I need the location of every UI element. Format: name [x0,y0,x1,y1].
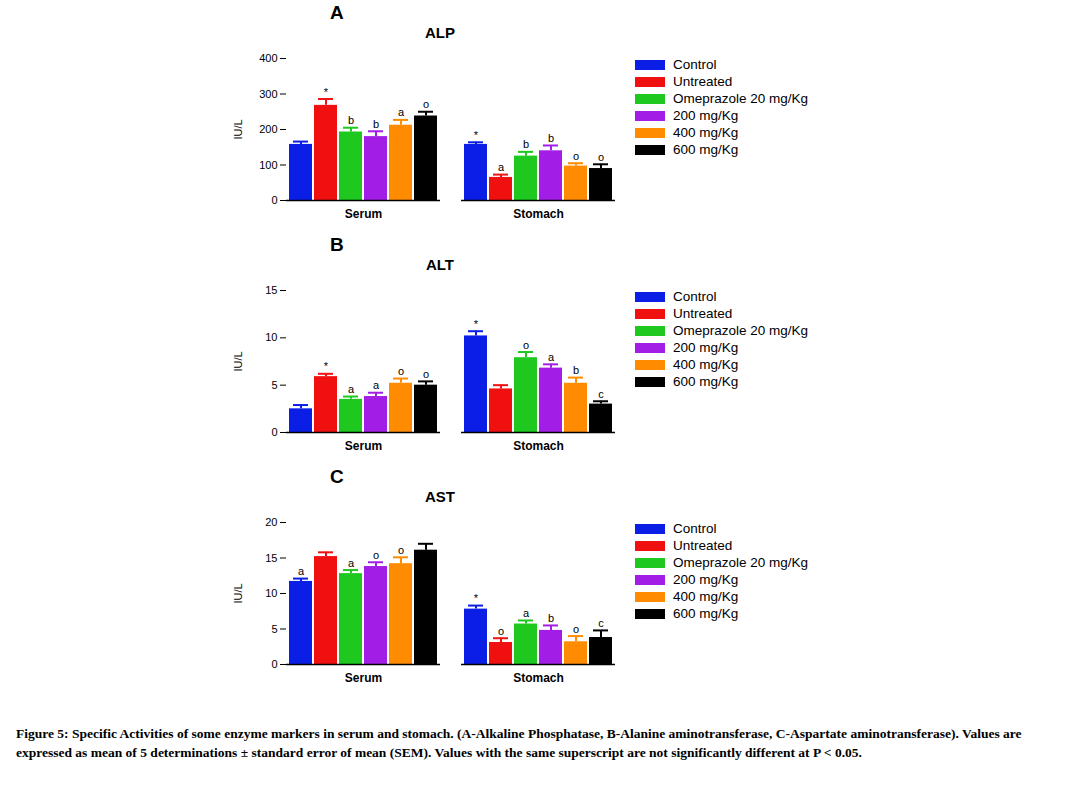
svg-text:20: 20 [265,516,277,528]
svg-text:Stomach: Stomach [513,671,564,685]
svg-text:Serum: Serum [345,671,382,685]
svg-text:10: 10 [265,587,277,599]
svg-text:o: o [373,549,379,561]
html-text:Figure 5: Specific Activities: Figure 5: Specific Activities of some en… [16,726,1022,760]
html-text:C: C [330,466,344,487]
svg-text:o: o [573,150,579,162]
svg-text:400: 400 [259,52,277,64]
svg-text:Stomach: Stomach [513,439,564,453]
html-text:400 mg/Kg: 400 mg/Kg [673,125,739,140]
svg-text:o: o [523,339,529,351]
svg-text:10: 10 [265,331,277,343]
svg-text:*: * [474,318,479,330]
html-text:600 mg/Kg: 600 mg/Kg [673,374,739,389]
svg-text:o: o [398,365,404,377]
svg-text:0: 0 [271,194,277,206]
svg-text:o: o [398,544,404,556]
svg-text:100: 100 [259,159,277,171]
html-text:Control: Control [673,57,717,72]
svg-text:a: a [548,351,555,363]
svg-text:*: * [474,592,479,604]
svg-text:200: 200 [259,123,277,135]
html-text:Untreated: Untreated [673,306,733,321]
html-text:600 mg/Kg: 600 mg/Kg [673,606,739,621]
svg-text:IU/L: IU/L [232,119,244,139]
html-text:200 mg/Kg: 200 mg/Kg [673,572,739,587]
svg-text:a: a [523,607,530,619]
svg-text:a: a [348,383,355,395]
svg-text:o: o [598,151,604,163]
html-text:ALT: ALT [426,256,454,273]
html-text:400 mg/Kg: 400 mg/Kg [673,589,739,604]
html-text:Control: Control [673,521,717,536]
svg-text:*: * [474,129,479,141]
svg-text:*: * [324,85,329,97]
svg-text:Serum: Serum [345,207,382,221]
svg-text:15: 15 [265,284,277,296]
svg-text:b: b [373,118,379,130]
svg-text:5: 5 [271,379,277,391]
html-text:Omeprazole 20 mg/Kg: Omeprazole 20 mg/Kg [673,555,809,570]
html-text:Untreated: Untreated [673,74,733,89]
svg-text:a: a [398,106,405,118]
svg-text:*: * [324,360,329,372]
svg-text:5: 5 [271,623,277,635]
html-text:A: A [330,2,344,23]
html-text:400 mg/Kg: 400 mg/Kg [673,357,739,372]
svg-text:a: a [373,379,380,391]
svg-text:Stomach: Stomach [513,207,564,221]
svg-text:c: c [598,617,604,629]
svg-text:a: a [348,557,355,569]
html-text:Control: Control [673,289,717,304]
svg-text:c: c [598,388,604,400]
html-text:ALP: ALP [425,24,455,41]
svg-text:IU/L: IU/L [232,583,244,603]
html-text:Untreated: Untreated [673,538,733,553]
html-text:600 mg/Kg: 600 mg/Kg [673,142,739,157]
html-text:Omeprazole 20 mg/Kg: Omeprazole 20 mg/Kg [673,91,809,106]
svg-text:a: a [298,565,305,577]
html-text:Omeprazole 20 mg/Kg: Omeprazole 20 mg/Kg [673,323,809,338]
svg-text:b: b [548,612,554,624]
svg-text:0: 0 [271,426,277,438]
svg-text:o: o [423,98,429,110]
svg-text:0: 0 [271,658,277,670]
svg-text:o: o [498,625,504,637]
svg-text:o: o [573,623,579,635]
svg-text:a: a [498,161,505,173]
svg-text:b: b [348,114,354,126]
svg-text:b: b [573,364,579,376]
html-text:AST: AST [425,488,455,505]
svg-text:b: b [523,138,529,150]
svg-text:Serum: Serum [345,439,382,453]
html-text:200 mg/Kg: 200 mg/Kg [673,340,739,355]
svg-text:15: 15 [265,552,277,564]
svg-text:b: b [548,132,554,144]
svg-text:IU/L: IU/L [232,351,244,371]
svg-text:o: o [423,368,429,380]
svg-text:300: 300 [259,88,277,100]
html-text:200 mg/Kg: 200 mg/Kg [673,108,739,123]
html-text:B: B [330,234,344,255]
